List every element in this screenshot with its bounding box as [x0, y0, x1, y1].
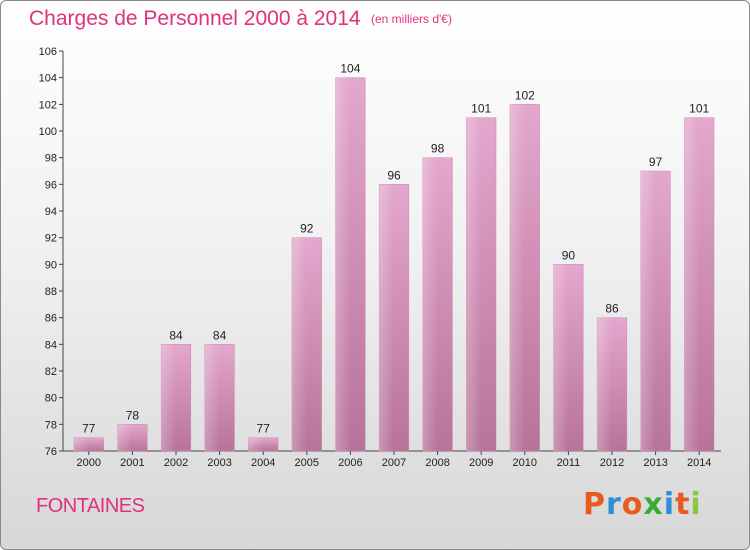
bar-highlight	[204, 344, 220, 451]
chart-subtitle: (en milliers d'€)	[371, 12, 452, 26]
x-tick-label: 2005	[295, 457, 319, 469]
logo-letter: t	[675, 487, 691, 522]
proxiti-logo: Proxiti	[583, 487, 702, 522]
data-label: 92	[300, 222, 314, 236]
y-tick-label: 96	[45, 179, 57, 191]
x-tick-label: 2013	[643, 457, 667, 469]
x-tick-label: 2004	[251, 457, 275, 469]
bar-highlight	[379, 184, 394, 452]
x-tick-label: 2006	[338, 457, 362, 469]
data-label: 102	[515, 88, 535, 102]
y-tick-label: 104	[39, 73, 57, 85]
data-label: 104	[340, 62, 360, 76]
y-tick-label: 84	[45, 339, 57, 351]
bar-highlight	[466, 117, 482, 452]
bar-highlight	[248, 437, 264, 451]
data-label: 101	[689, 102, 709, 116]
y-tick-label: 102	[39, 99, 57, 111]
y-tick-label: 94	[45, 206, 57, 218]
logo-letter: x	[643, 487, 664, 522]
data-label: 97	[649, 155, 663, 169]
x-tick-label: 2012	[600, 457, 624, 469]
y-tick-label: 88	[45, 286, 57, 298]
y-tick-label: 82	[45, 366, 57, 378]
data-label: 77	[82, 422, 96, 436]
bar-highlight	[335, 77, 351, 452]
data-label: 90	[562, 248, 576, 262]
y-tick-label: 90	[45, 259, 57, 271]
bar-highlight	[553, 264, 569, 451]
bar-highlight	[73, 437, 89, 451]
x-tick-label: 2009	[469, 457, 493, 469]
logo-letter: i	[690, 487, 702, 522]
logo-letter: r	[606, 487, 622, 522]
data-label: 78	[126, 408, 140, 422]
bar-highlight	[291, 237, 307, 451]
y-tick-label: 100	[39, 126, 57, 138]
bar-highlight	[640, 171, 656, 451]
chart-title: Charges de Personnel 2000 à 2014	[29, 7, 361, 30]
x-tick-label: 2014	[687, 457, 711, 469]
bar-highlight	[422, 157, 438, 451]
data-label: 101	[471, 102, 491, 116]
logo-letter: o	[621, 487, 644, 522]
x-tick-label: 2011	[557, 457, 581, 469]
y-tick-label: 76	[45, 446, 57, 458]
x-tick-label: 2002	[164, 457, 188, 469]
y-tick-label: 78	[45, 419, 57, 431]
data-label: 96	[387, 168, 401, 182]
bar-highlight	[597, 317, 612, 451]
x-tick-label: 2003	[207, 457, 231, 469]
y-tick-label: 98	[45, 153, 57, 165]
y-tick-label: 86	[45, 313, 57, 325]
x-tick-label: 2001	[120, 457, 144, 469]
x-tick-label: 2008	[425, 457, 449, 469]
x-tick-label: 2007	[382, 457, 406, 469]
data-label: 84	[213, 328, 227, 342]
x-tick-label: 2010	[513, 457, 537, 469]
y-tick-label: 106	[39, 46, 57, 58]
x-tick-label: 2000	[77, 457, 101, 469]
bar-highlight	[117, 424, 133, 451]
data-label: 84	[169, 328, 183, 342]
data-label: 98	[431, 142, 445, 156]
data-label: 86	[605, 302, 619, 316]
bar-highlight	[684, 117, 700, 452]
y-tick-label: 92	[45, 233, 57, 245]
commune-name: FONTAINES	[36, 495, 145, 517]
logo-letter: i	[663, 487, 676, 522]
bar-highlight	[509, 104, 525, 451]
y-tick-label: 80	[45, 393, 57, 405]
data-label: 77	[257, 422, 271, 436]
bar-highlight	[161, 344, 176, 451]
logo-letter: P	[583, 487, 606, 522]
